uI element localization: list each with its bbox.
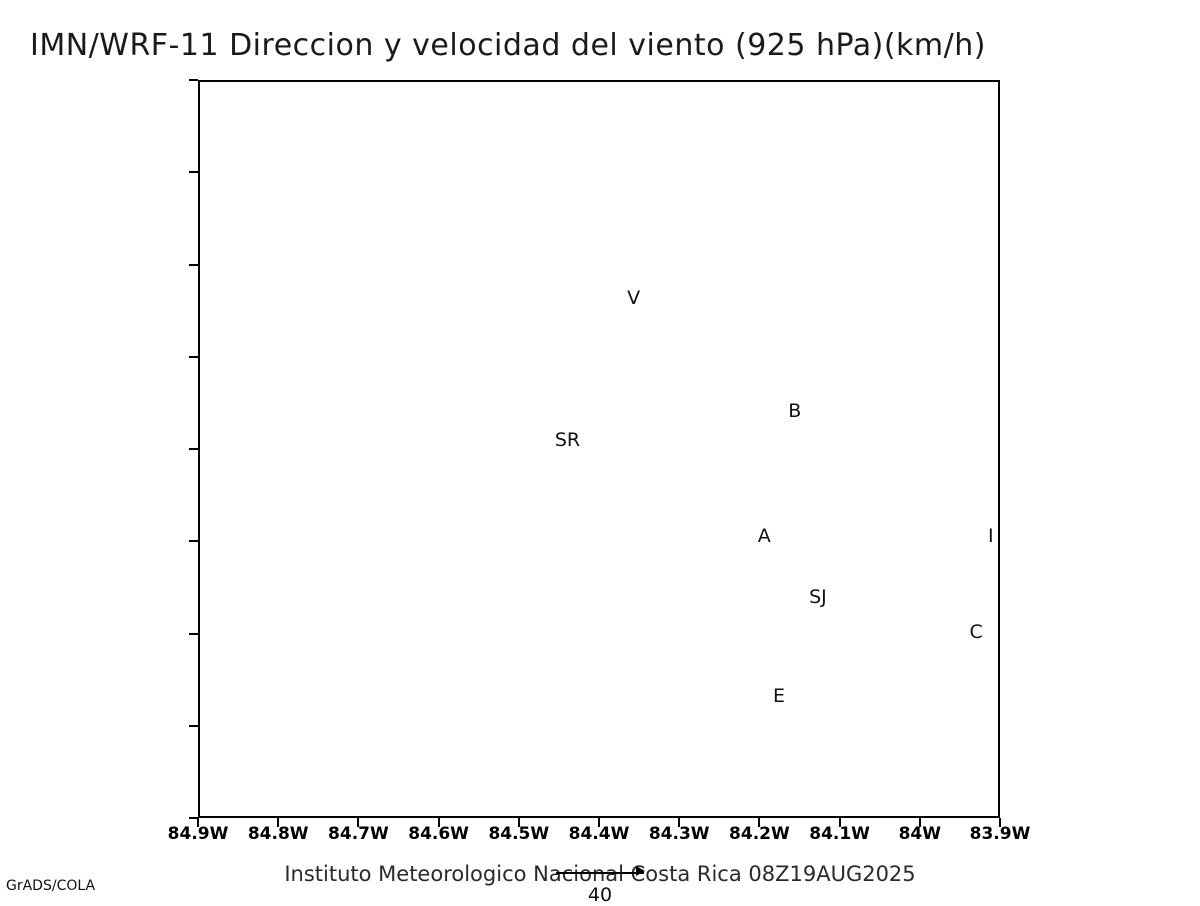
y-axis-tick (189, 724, 198, 727)
station-label-i: I (987, 525, 994, 548)
x-axis-label: 84.7W (328, 824, 389, 844)
station-label-v: V (627, 286, 641, 309)
y-axis-tick (189, 79, 198, 81)
x-axis-label: 84.3W (648, 824, 710, 844)
x-axis-label: 84.4W (568, 824, 630, 844)
x-axis-label: 83.9W (969, 824, 1031, 844)
reference-vector-head (636, 866, 645, 876)
station-label-e: E (773, 685, 786, 708)
x-axis-label: 84W (898, 824, 942, 844)
station-label-c: C (969, 620, 983, 643)
x-axis-tick (437, 818, 440, 827)
reference-vector-value: 40 (587, 884, 613, 906)
x-axis-tick (517, 818, 520, 827)
x-axis-label: 84.6W (408, 824, 469, 844)
x-axis-tick (758, 818, 761, 827)
y-axis-tick (189, 171, 198, 174)
x-axis-tick (277, 818, 280, 827)
y-axis-tick (189, 448, 198, 450)
y-axis-tick (189, 817, 198, 819)
x-axis-tick (918, 818, 921, 827)
station-label-sj: SJ (809, 586, 827, 609)
x-axis-label: 84.2W (729, 824, 790, 844)
footer-attribution: Instituto Meteorologico Nacional Costa R… (284, 862, 916, 886)
plot-frame (198, 80, 1000, 818)
x-axis-tick (999, 818, 1001, 827)
station-label-b: B (788, 400, 802, 423)
x-axis-tick (838, 818, 841, 827)
y-axis-tick (189, 632, 198, 635)
station-label-sr: SR (554, 428, 581, 451)
y-axis-tick (189, 355, 198, 358)
x-axis-label: 84.9W (167, 824, 229, 844)
grads-credit: GrADS/COLA (6, 878, 96, 894)
x-axis-tick (357, 818, 360, 827)
x-axis-tick (197, 818, 199, 827)
y-axis-tick (189, 540, 198, 543)
wind-vector-plot: V SR B A I SJ C E (198, 80, 1000, 818)
x-axis-label: 84.1W (809, 824, 870, 844)
x-axis-label: 84.8W (247, 824, 309, 844)
reference-vector-shaft (556, 872, 644, 874)
station-label-a: A (757, 525, 771, 548)
x-axis-tick (598, 818, 600, 827)
x-axis-label: 84.5W (488, 824, 550, 844)
page-title: IMN/WRF-11 Direccion y velocidad del vie… (30, 28, 986, 63)
y-axis-tick (189, 263, 198, 266)
x-axis-tick (678, 818, 681, 827)
